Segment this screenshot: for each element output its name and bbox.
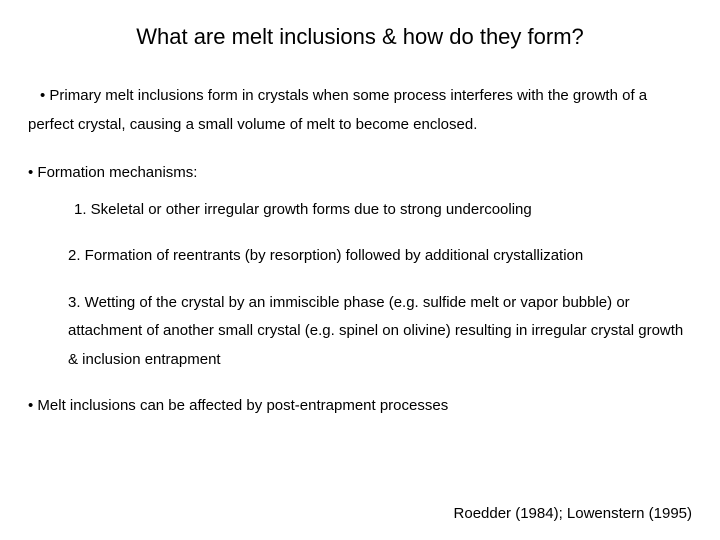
mechanism-1: 1. Skeletal or other irregular growth fo… [28,196,692,225]
bullet-text: • Melt inclusions can be affected by pos… [28,397,448,414]
slide-title: What are melt inclusions & how do they f… [68,24,652,50]
bullet-text: • Primary melt inclusions form in crysta… [28,87,647,133]
citation-text: Roedder (1984); Lowenstern (1995) [454,505,692,522]
mechanism-3: 3. Wetting of the crystal by an immiscib… [28,289,692,375]
mechanism-2: 2. Formation of reentrants (by resorptio… [28,242,692,271]
bullet-primary-inclusions: • Primary melt inclusions form in crysta… [28,82,692,139]
bullet-formation-mechanisms: • Formation mechanisms: [28,159,692,188]
bullet-post-entrapment: • Melt inclusions can be affected by pos… [28,392,692,421]
bullet-text: • Formation mechanisms: [28,164,197,181]
